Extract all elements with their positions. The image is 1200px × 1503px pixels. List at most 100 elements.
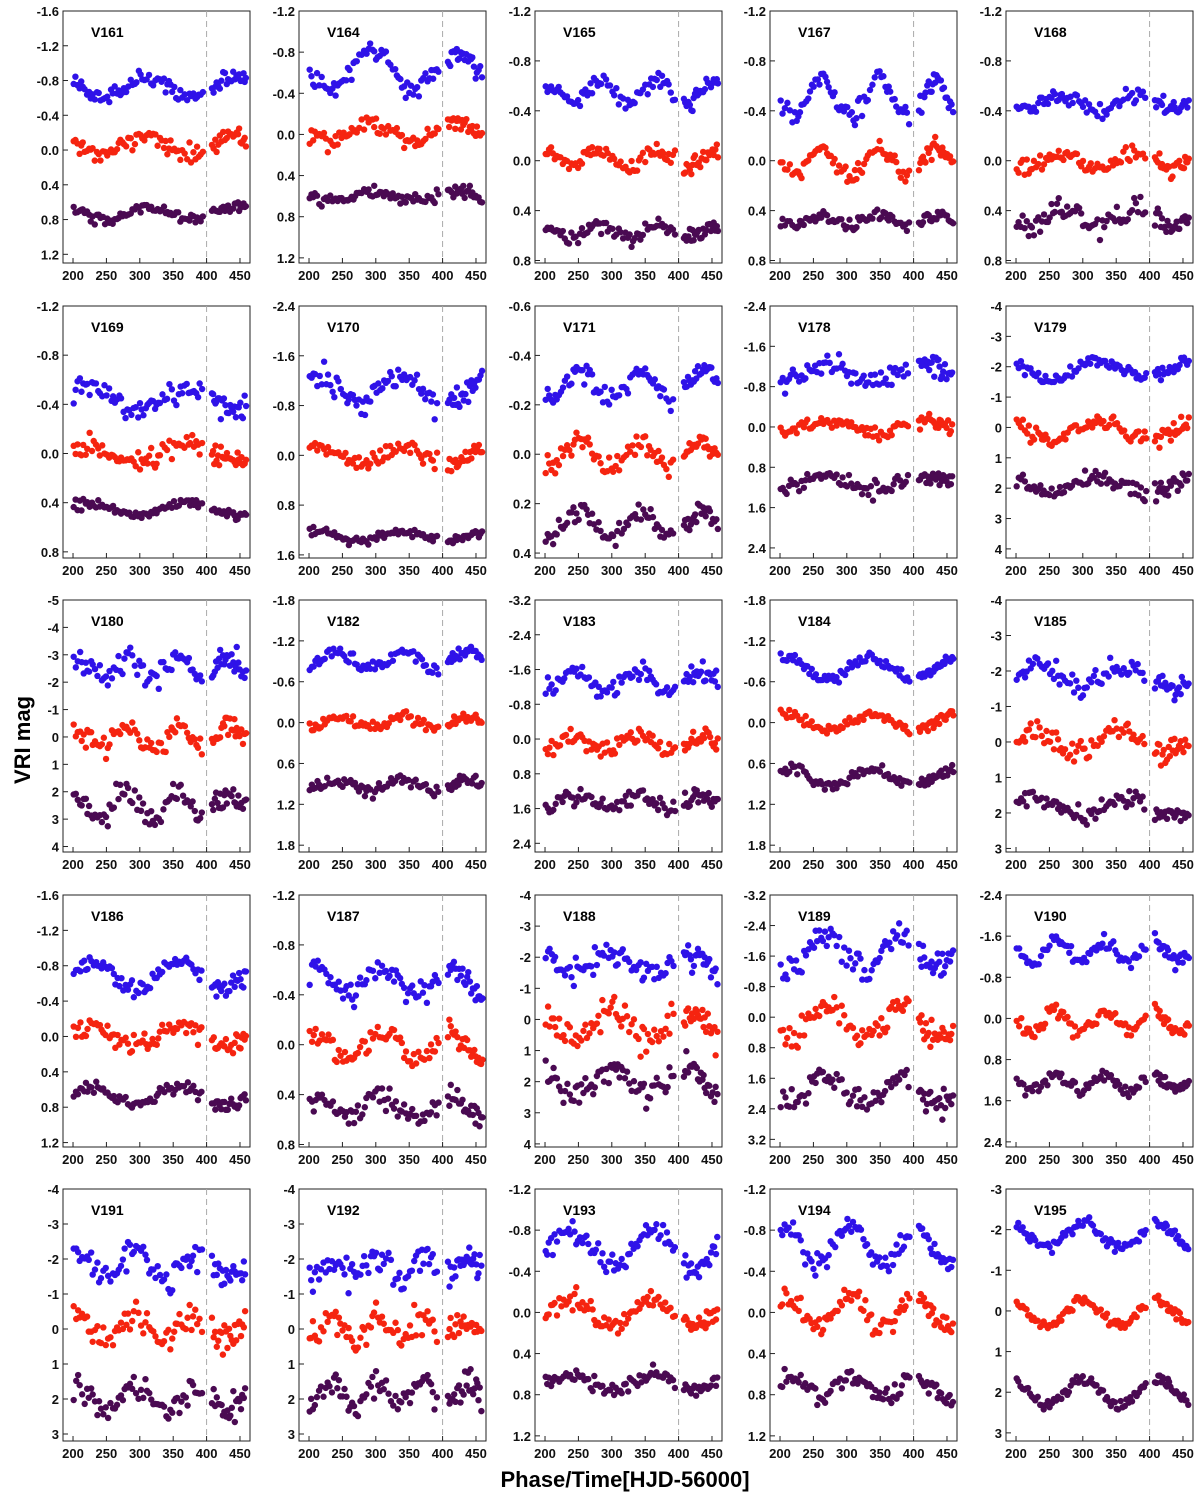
data-point <box>145 452 153 459</box>
x-tick-label: 200 <box>298 1152 320 1167</box>
data-point <box>154 142 161 149</box>
data-point <box>804 416 811 423</box>
y-tick-label: 0.0 <box>277 716 295 731</box>
data-point <box>1185 470 1193 478</box>
data-point <box>905 121 913 128</box>
x-tick-label: 300 <box>836 563 858 578</box>
data-point <box>1066 751 1074 758</box>
data-point <box>93 1078 100 1085</box>
panel-title: V169 <box>91 319 124 335</box>
data-point <box>102 673 110 680</box>
data-point <box>576 102 584 110</box>
data-point <box>714 227 722 235</box>
data-point <box>690 237 697 244</box>
data-point <box>81 957 88 964</box>
data-point <box>342 449 349 457</box>
data-point <box>77 968 84 975</box>
data-point <box>153 1041 160 1048</box>
data-point <box>124 1040 132 1047</box>
data-point <box>663 465 670 473</box>
data-point <box>181 722 189 730</box>
data-point <box>163 395 171 403</box>
data-point <box>392 383 399 390</box>
data-point <box>139 662 147 669</box>
data-point <box>72 790 80 798</box>
data-point <box>779 215 786 223</box>
data-point <box>858 112 866 120</box>
data-point <box>241 392 248 399</box>
y-tick-label: -0.4 <box>744 104 767 119</box>
x-tick-label: 400 <box>196 563 218 578</box>
x-tick-label: 200 <box>298 268 320 283</box>
data-point <box>665 473 672 481</box>
data-point <box>216 734 224 741</box>
data-point <box>588 793 595 801</box>
data-point <box>805 95 812 102</box>
data-point <box>129 799 136 807</box>
data-point <box>378 962 386 969</box>
data-point <box>217 443 225 450</box>
data-point <box>1176 157 1183 164</box>
data-point <box>1177 690 1184 698</box>
data-point <box>86 391 93 399</box>
data-point <box>136 794 143 801</box>
data-point <box>713 141 721 148</box>
data-point <box>1083 684 1090 691</box>
data-point <box>465 398 472 406</box>
data-point <box>320 358 328 365</box>
data-point <box>478 528 486 535</box>
data-point <box>595 519 602 526</box>
y-tick-label: 0.4 <box>277 1088 296 1103</box>
y-tick-label: -1.8 <box>273 593 295 608</box>
y-tick-label: 0 <box>995 420 1002 435</box>
data-point <box>627 729 634 736</box>
data-point <box>617 229 624 236</box>
data-point <box>324 371 332 378</box>
data-point <box>72 386 79 394</box>
data-point <box>431 130 438 137</box>
data-point <box>353 58 360 65</box>
data-point <box>1087 360 1094 367</box>
data-point <box>97 157 104 164</box>
data-point <box>374 1023 381 1031</box>
data-point <box>1185 414 1193 421</box>
data-point <box>1185 214 1192 221</box>
data-point <box>841 671 849 679</box>
y-tick-label: -0.2 <box>509 398 531 413</box>
data-point <box>831 155 838 163</box>
data-point <box>181 91 188 98</box>
data-point <box>447 1023 454 1030</box>
data-point <box>428 398 435 405</box>
data-point <box>1139 88 1147 95</box>
data-point <box>667 159 674 166</box>
data-point <box>1184 219 1191 227</box>
x-tick-label: 200 <box>62 857 84 872</box>
data-point <box>228 792 235 800</box>
data-point <box>127 135 134 142</box>
data-point <box>1051 208 1059 216</box>
data-point <box>242 667 250 674</box>
x-tick-label: 350 <box>634 563 656 578</box>
data-point <box>871 371 879 378</box>
data-point <box>217 415 225 423</box>
data-point <box>835 162 843 169</box>
data-point <box>1185 155 1192 162</box>
x-tick-label: 200 <box>62 268 84 283</box>
data-point <box>1046 738 1054 745</box>
data-point <box>876 68 883 75</box>
data-point <box>902 178 909 185</box>
panel-title: V168 <box>1034 24 1067 40</box>
data-point <box>392 65 399 73</box>
data-point <box>159 968 166 976</box>
data-point <box>1025 726 1033 733</box>
data-point <box>329 388 336 395</box>
x-tick-label: 300 <box>365 563 387 578</box>
data-point <box>562 731 570 739</box>
data-point <box>242 1097 250 1104</box>
data-point <box>1098 680 1105 687</box>
data-point <box>471 1046 478 1054</box>
data-point <box>906 730 913 738</box>
data-point <box>660 386 668 393</box>
data-point <box>210 806 217 814</box>
